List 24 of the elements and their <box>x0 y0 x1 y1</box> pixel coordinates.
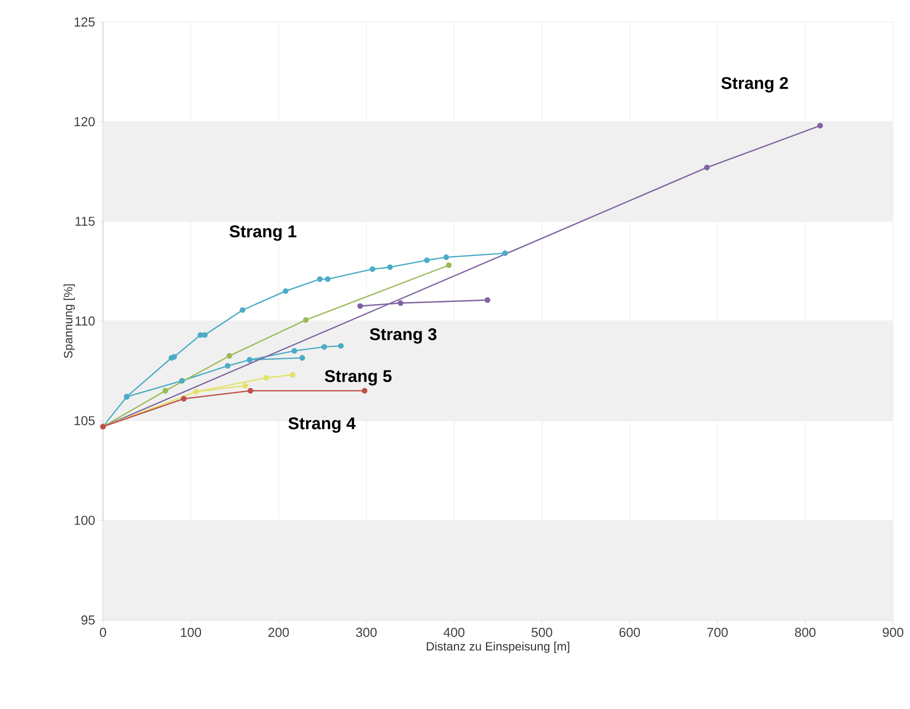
x-tick-label: 0 <box>100 628 106 637</box>
x-tick-label: 200 <box>268 628 289 637</box>
x-tick-label: 900 <box>882 628 904 637</box>
x-tick-label: 800 <box>794 628 816 637</box>
annotation: Strang 3 <box>370 328 436 344</box>
x-axis-title: Distanz zu Einspeisung [m] <box>426 642 570 653</box>
y-tick-label: 125 <box>74 17 95 27</box>
y-tick-label: 95 <box>81 615 95 625</box>
x-tick-label: 300 <box>356 628 377 637</box>
y-tick-label: 100 <box>74 516 95 525</box>
x-tick-label: 600 <box>620 628 640 637</box>
x-tick-label: 100 <box>180 628 202 637</box>
annotation: Strang 2 <box>721 77 788 92</box>
x-tick-label: 500 <box>532 628 552 637</box>
x-tick-label: 700 <box>707 628 728 637</box>
y-tick-label: 120 <box>74 117 95 126</box>
x-tick-label: 400 <box>444 628 464 637</box>
y-tick-label: 110 <box>76 316 95 326</box>
annotation: Strang 5 <box>324 370 392 386</box>
y-tick-label: 115 <box>76 216 95 226</box>
y-axis-title: Spannung [%] <box>64 284 75 358</box>
y-tick-label: 105 <box>74 416 95 426</box>
annotation: Strang 1 <box>230 225 296 241</box>
annotation: Strang 4 <box>288 417 356 433</box>
